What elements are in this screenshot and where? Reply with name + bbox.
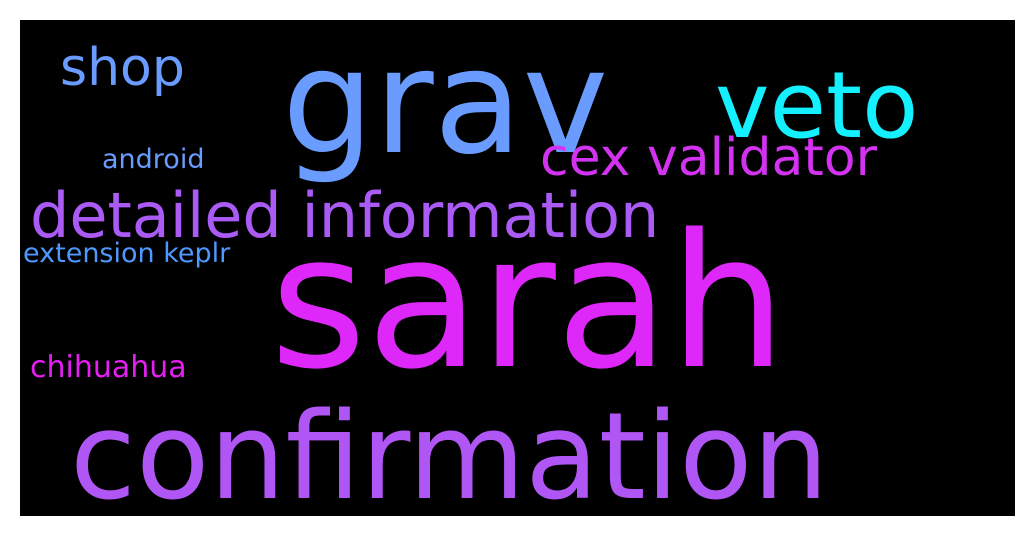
word-cloud-canvas: grav sarah confirmation veto detailed in… [20,20,1015,516]
word-confirmation: confirmation [70,388,829,517]
word-grav: grav [282,20,609,187]
word-veto: veto [715,52,919,159]
word-chihuahua: chihuahua [30,350,187,385]
word-cex-validator: cex validator [540,128,877,188]
word-shop: shop [60,38,185,98]
word-android: android [102,144,205,175]
word-sarah: sarah [270,194,787,410]
word-detailed-information: detailed information [30,179,660,252]
word-extension-keplr: extension keplr [23,238,231,269]
